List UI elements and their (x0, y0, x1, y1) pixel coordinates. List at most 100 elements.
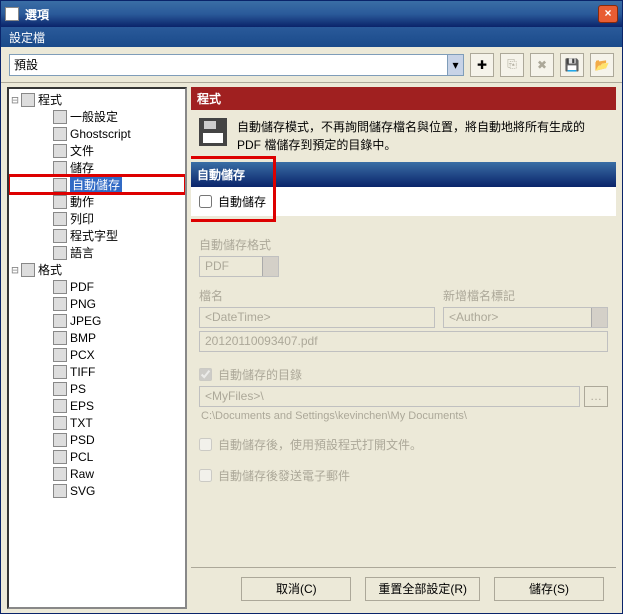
titlebar: 選項 × (1, 1, 622, 27)
tree-label: TXT (70, 416, 93, 430)
file-icon (53, 246, 67, 260)
file-icon (53, 195, 67, 209)
tree-item[interactable]: PDF (9, 278, 185, 295)
tree-label: EPS (70, 399, 94, 413)
disabled-form: 自動儲存格式 PDF 檔名 <DateTime> 新增檔名標記 <Author> (191, 216, 616, 494)
tree-item[interactable]: PCX (9, 346, 185, 363)
add-profile-button[interactable]: ✚ (470, 53, 494, 77)
token-label: 新增檔名標記 (443, 287, 608, 304)
tree-item[interactable]: 一般設定 (9, 108, 185, 125)
tree-item[interactable]: TXT (9, 414, 185, 431)
tree-item[interactable]: BMP (9, 329, 185, 346)
save-profile-button[interactable]: 💾 (560, 53, 584, 77)
autosave-checkbox[interactable] (199, 195, 212, 208)
options-window: 選項 × 設定檔 ▾ ✚ ⎘ ✖ 💾 📂 ⊟程式一般設定 Ghostscript文… (0, 0, 623, 614)
file-icon (53, 365, 67, 379)
tree-root[interactable]: ⊟格式 (9, 261, 185, 278)
chevron-down-icon[interactable] (262, 257, 278, 276)
tree-label: SVG (70, 484, 95, 498)
close-icon[interactable]: × (598, 5, 618, 23)
dir-field[interactable]: <MyFiles>\ (199, 386, 580, 407)
filename-preview: 20120110093407.pdf (199, 331, 608, 352)
filename-field[interactable]: <DateTime> (199, 307, 435, 328)
tree-item[interactable]: JPEG (9, 312, 185, 329)
tree-label: 文件 (70, 142, 94, 159)
tree-item[interactable]: PNG (9, 295, 185, 312)
tree-label: 自動儲存 (70, 176, 122, 193)
browse-button[interactable]: … (584, 386, 608, 407)
tree-label: 語言 (70, 244, 94, 261)
tree-label: PDF (70, 280, 94, 294)
file-icon (53, 314, 67, 328)
chevron-down-icon[interactable] (591, 308, 607, 327)
tree-label: 程式 (38, 91, 62, 108)
tree-label: Raw (70, 467, 94, 481)
tree-label: 列印 (70, 210, 94, 227)
email-after-checkbox[interactable] (199, 469, 212, 482)
tree-label: 儲存 (70, 159, 94, 176)
folder-icon (21, 263, 35, 277)
open-profile-button[interactable]: 📂 (590, 53, 614, 77)
tree-item[interactable]: 程式字型 (9, 227, 185, 244)
app-icon (5, 7, 19, 21)
save-button[interactable]: 儲存(S) (494, 577, 604, 601)
settings-subbar: 設定檔 (1, 27, 622, 47)
tree-label: 格式 (38, 261, 62, 278)
tree-item[interactable]: 儲存 (9, 159, 185, 176)
tree-item[interactable]: SVG (9, 482, 185, 499)
open-after-checkbox[interactable] (199, 438, 212, 451)
autosave-row: 自動儲存 (191, 187, 616, 216)
tree-label: Ghostscript (70, 127, 131, 141)
folder-icon (21, 93, 35, 107)
file-icon (53, 144, 67, 158)
tree-item[interactable]: 列印 (9, 210, 185, 227)
file-icon (53, 297, 67, 311)
tree-label: PS (70, 382, 86, 396)
delete-profile-button[interactable]: ✖ (530, 53, 554, 77)
chevron-down-icon[interactable]: ▾ (447, 55, 463, 75)
tree-item[interactable]: Raw (9, 465, 185, 482)
profile-input[interactable] (10, 58, 447, 72)
file-icon (53, 280, 67, 294)
reset-button[interactable]: 重置全部設定(R) (365, 577, 480, 601)
tree-item[interactable]: TIFF (9, 363, 185, 380)
tree-label: TIFF (70, 365, 95, 379)
autosave-header: 自動儲存 (191, 162, 616, 187)
tree-item[interactable]: 語言 (9, 244, 185, 261)
tree-item[interactable]: PSD (9, 431, 185, 448)
tree-item[interactable]: 文件 (9, 142, 185, 159)
profile-combo[interactable]: ▾ (9, 54, 464, 76)
token-select[interactable]: <Author> (443, 307, 608, 328)
file-icon (53, 229, 67, 243)
tree-root[interactable]: ⊟程式 (9, 91, 185, 108)
copy-profile-button[interactable]: ⎘ (500, 53, 524, 77)
tree-item[interactable]: PS (9, 380, 185, 397)
tree-label: 一般設定 (70, 108, 118, 125)
tree-item[interactable]: 自動儲存 (9, 176, 185, 193)
open-after-label: 自動儲存後，使用預設程式打開文件。 (218, 436, 422, 453)
tree-label: 動作 (70, 193, 94, 210)
file-icon (53, 110, 67, 124)
nav-tree[interactable]: ⊟程式一般設定 Ghostscript文件儲存自動儲存動作列印程式字型語言⊟格式 P… (7, 87, 187, 609)
file-icon (53, 484, 67, 498)
cancel-button[interactable]: 取消(C) (241, 577, 351, 601)
tree-label: 程式字型 (70, 227, 118, 244)
tree-item[interactable]: Ghostscript (9, 125, 185, 142)
format-label: 自動儲存格式 (199, 236, 608, 253)
tree-label: JPEG (70, 314, 101, 328)
tree-item[interactable]: 動作 (9, 193, 185, 210)
autosave-label: 自動儲存 (218, 193, 266, 210)
floppy-icon (199, 118, 227, 146)
info-text: 自動儲存模式，不再詢問儲存檔名與位置，將自動地將所有生成的 PDF 檔儲存到預定… (237, 118, 608, 154)
file-icon (53, 127, 67, 141)
file-icon (53, 467, 67, 481)
dir-label: 自動儲存的目錄 (218, 366, 302, 383)
file-icon (53, 348, 67, 362)
tree-item[interactable]: EPS (9, 397, 185, 414)
token-value: <Author> (449, 308, 591, 327)
format-select[interactable]: PDF (199, 256, 279, 277)
file-icon (53, 212, 67, 226)
file-icon (53, 382, 67, 396)
tree-item[interactable]: PCL (9, 448, 185, 465)
dir-checkbox[interactable] (199, 368, 212, 381)
